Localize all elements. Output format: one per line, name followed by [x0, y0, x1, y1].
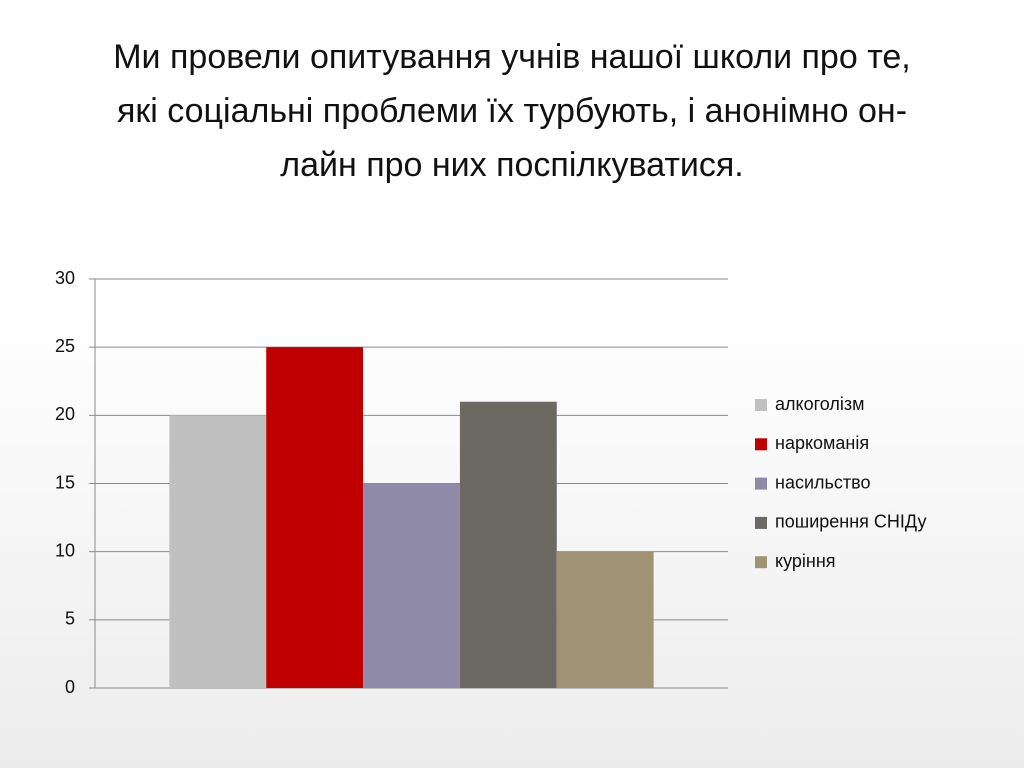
- y-tick-label: 0: [65, 677, 75, 697]
- legend-label: насильство: [775, 472, 871, 492]
- chart-title: Ми провели опитування учнів нашої школи …: [113, 38, 911, 184]
- bar: [363, 483, 460, 688]
- y-tick-label: 15: [55, 472, 75, 492]
- bar: [169, 415, 267, 688]
- legend-swatch: [755, 516, 767, 529]
- bar: [459, 401, 557, 688]
- y-tick-label: 10: [55, 540, 75, 560]
- y-tick-label: 20: [55, 404, 75, 424]
- bar: [266, 347, 364, 688]
- legend-swatch: [755, 399, 767, 411]
- legend-swatch: [755, 438, 767, 451]
- y-tick-label: 25: [55, 336, 75, 356]
- legend-label: куріння: [775, 551, 836, 571]
- bar: [556, 551, 654, 688]
- legend-label: алкоголізм: [775, 394, 865, 414]
- legend-swatch: [755, 556, 767, 569]
- legend-label: наркоманія: [775, 433, 869, 453]
- y-tick-label: 30: [55, 268, 75, 288]
- legend-swatch: [755, 477, 767, 490]
- y-tick-label: 5: [65, 609, 75, 629]
- legend-label: поширення СНІДу: [775, 512, 927, 532]
